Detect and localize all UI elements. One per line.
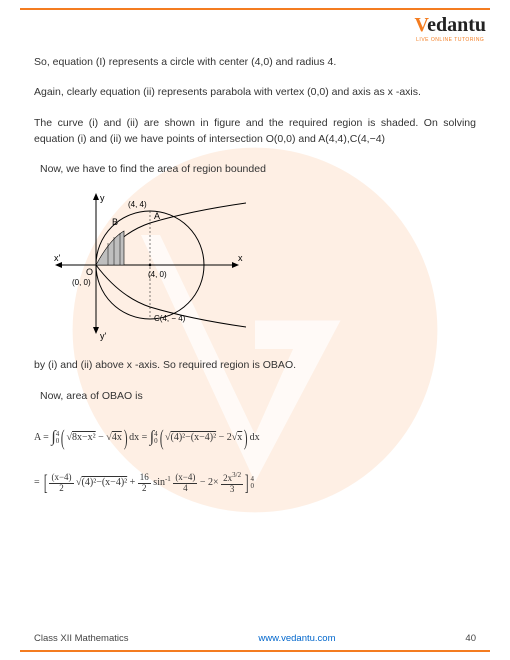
footer-page: 40 (465, 633, 476, 644)
svg-text:(0, 0): (0, 0) (72, 278, 91, 287)
svg-text:A: A (154, 211, 160, 221)
formula-line-1: A = ∫40(√8x−x² − √4x)dx = ∫40(√(4)²−(x−4… (34, 418, 476, 458)
para-6: Now, area of OBAO is (40, 388, 476, 404)
footer-url[interactable]: www.vedantu.com (258, 633, 335, 644)
para-2: Again, clearly equation (ii) represents … (34, 84, 476, 100)
para-5: by (i) and (ii) above x -axis. So requir… (34, 357, 476, 373)
para-4: Now, we have to find the area of region … (40, 161, 476, 177)
formula-line-2: = [(x−4)2 √(4)²−(x−4)² + 162 sin-1 (x−4)… (34, 463, 476, 503)
logo-subtitle: LIVE ONLINE TUTORING (414, 37, 486, 43)
brand-logo: Vedantu LIVE ONLINE TUTORING (414, 14, 486, 43)
svg-text:O: O (86, 267, 93, 277)
page-footer: Class XII Mathematics www.vedantu.com 40 (34, 633, 476, 644)
svg-text:y: y (100, 193, 105, 203)
svg-text:y': y' (100, 331, 107, 341)
svg-text:x: x (238, 253, 243, 263)
footer-class: Class XII Mathematics (34, 633, 129, 644)
para-3: The curve (i) and (ii) are shown in figu… (34, 115, 476, 148)
svg-text:(4, 0): (4, 0) (148, 270, 167, 279)
svg-text:B: B (112, 217, 118, 227)
svg-text:(4, 4): (4, 4) (128, 200, 147, 209)
svg-text:C(4, − 4): C(4, − 4) (154, 314, 186, 323)
geometry-figure: y y' x x' O (0, 0) B A (4, 4) (4, 0) C(4… (50, 191, 246, 341)
svg-text:x': x' (54, 253, 61, 263)
logo-text: Vedantu (414, 14, 486, 37)
para-1: So, equation (I) represents a circle wit… (34, 54, 476, 70)
page-content: So, equation (I) represents a circle wit… (34, 54, 476, 509)
